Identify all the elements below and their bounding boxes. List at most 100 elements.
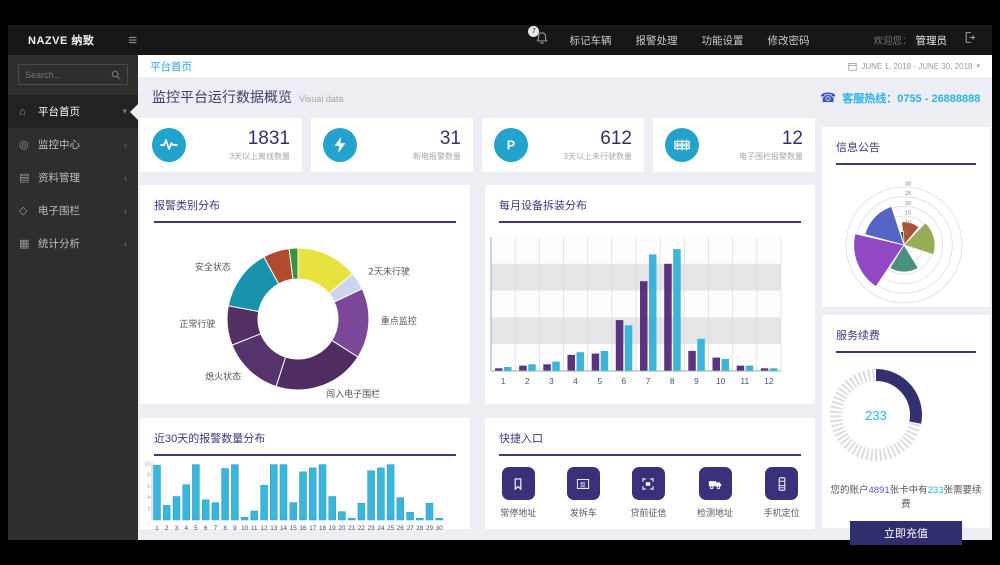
quick-entry-stop-address[interactable]: 常停地址 [500,467,536,519]
stat-card-row: 1831 3天以上离线数量 31 断电报警数量 P 612 3天以上未行驶数量 [140,118,815,172]
title-rule [499,221,801,223]
svg-text:6: 6 [204,525,208,532]
monitor-icon: ◎ [19,139,29,151]
sidebar-item-home[interactable]: ⌂ 平台首页 ▾ [8,95,138,128]
renewal-card: 服务续费 233 您的账户4891张卡中有233张需要续费 立即充值 [822,315,990,545]
quick-entry-row: 常停地址 反 发拆车 贷前征信 [485,467,815,519]
top-bar: NAZVE 纳致 ≡ 7 标记车辆 报警处理 功能设置 修改密码 欢迎您： 管理… [8,25,992,55]
hamburger-menu-icon[interactable]: ≡ [128,31,138,49]
svg-text:27: 27 [407,525,415,532]
monthly-install-card: 每月设备拆装分布 1 2 3 4 5 6 7 8 9 10 11 12 [485,185,815,404]
section-title: 报警类别分布 [154,200,220,212]
date-range-label: JUNE 1, 2018 - JUNE 30, 2018 [861,61,973,71]
svg-text:11: 11 [251,525,258,532]
renewal-summary: 您的账户4891张卡中有233张需要续费 [830,485,982,510]
svg-text:4: 4 [147,495,150,501]
quick-entry-credit-check[interactable]: 贷前征信 [630,467,666,519]
title-rule [499,454,801,456]
days30-bar-chart: 2 4 6 8 10 1 2 3 4 5 6 7 8 9 10 11 12 13 14 15 16 17 18 19 20 21 2… [140,456,470,539]
days30-alarm-card: 近30天的报警数量分布 2 4 6 8 10 1 2 3 4 5 6 7 8 9 10 11 12 13 14 15 1… [140,418,470,532]
chevron-down-icon: ▾ [976,63,980,70]
stat-card-power-alarm: 31 断电报警数量 [311,118,473,172]
app-logo: NAZVE 纳致 [28,35,95,47]
svg-text:4: 4 [573,376,578,386]
home-icon: ⌂ [19,105,26,118]
fan-icon: 反 [566,467,600,500]
logout-icon [965,32,976,43]
stat-label: 3天以上未行驶数量 [563,152,632,161]
search-input[interactable] [25,69,111,80]
svg-text:12: 12 [261,525,269,532]
date-range-picker[interactable]: JUNE 1, 2018 - JUNE 30, 2018 ▾ [848,62,980,71]
breadcrumb-bar: 平台首页 JUNE 1, 2018 - JUNE 30, 2018 ▾ [138,55,992,77]
svg-text:10: 10 [241,525,249,532]
section-title: 每月设备拆装分布 [499,200,587,212]
section-title: 信息公告 [836,142,880,154]
search-icon [111,70,121,80]
svg-text:19: 19 [329,525,337,532]
recharge-button[interactable]: 立即充值 [850,521,962,545]
active-item-notch [130,103,138,120]
sidebar-search[interactable] [18,64,128,85]
title-rule [836,163,976,165]
svg-text:13: 13 [270,525,278,532]
svg-text:25: 25 [387,525,395,532]
svg-text:5: 5 [597,376,602,386]
welcome-label: 欢迎您： [873,36,912,47]
svg-text:9: 9 [694,376,699,386]
svg-text:闯入电子围栏: 闯入电子围栏 [326,388,380,400]
nav-function-settings[interactable]: 功能设置 [701,34,744,47]
section-title: 服务续费 [836,330,880,342]
svg-text:1: 1 [501,376,506,386]
nav-mark-vehicle[interactable]: 标记车辆 [569,34,612,47]
svg-text:15: 15 [905,211,911,217]
svg-text:23: 23 [368,525,376,532]
svg-text:17: 17 [309,525,317,532]
service-hotline: ☎ 客服热线：0755 - 26888888 [820,90,992,106]
bell-icon [536,31,549,44]
sidebar-item-monitor-center[interactable]: ◎ 监控中心 ‹ [19,139,127,151]
card-total: 4891 [868,485,890,496]
svg-text:29: 29 [426,525,434,532]
quick-entry-dispatch[interactable]: 反 发拆车 [566,467,600,519]
svg-text:18: 18 [319,525,327,532]
section-title: 快捷入口 [499,433,543,445]
notifications-button[interactable]: 7 [528,25,549,50]
svg-text:6: 6 [622,376,627,386]
svg-text:28: 28 [416,525,424,532]
svg-text:8: 8 [670,376,675,386]
svg-text:5: 5 [905,230,908,236]
alarm-category-donut-chart: 2天未行驶 重点监控 闯入电子围栏 熄火状态 正常行驶 安全状态 [140,223,470,409]
quick-entry-mobile-locate[interactable]: 手机定位 [764,467,800,519]
svg-text:安全状态: 安全状态 [195,261,231,273]
nav-alarm-handling[interactable]: 报警处理 [635,34,678,47]
svg-text:7: 7 [646,376,651,386]
sidebar-item-data-management[interactable]: ▤ 资料管理 ‹ [19,172,127,184]
stat-label: 电子围栏报警数量 [739,152,803,161]
sidebar-item-statistics[interactable]: ▦ 统计分析 ‹ [19,238,127,250]
chevron-right-icon: ‹ [124,238,127,249]
sidebar-item-electronic-fence[interactable]: ◇ 电子围栏 ‹ [19,205,127,217]
svg-text:3: 3 [549,376,554,386]
chevron-right-icon: ‹ [124,139,127,150]
svg-text:2: 2 [165,525,169,532]
quick-entry-check-address[interactable]: 检测地址 [697,467,733,519]
svg-text:21: 21 [348,525,356,532]
chevron-right-icon: ‹ [124,172,127,183]
svg-text:正常行驶: 正常行驶 [179,318,215,330]
page-title: 监控平台运行数据概览 [152,89,292,105]
page-header: 监控平台运行数据概览 Visual data [152,87,343,107]
nav-change-password[interactable]: 修改密码 [767,34,810,47]
notice-card: 信息公告 5 10 15 20 25 30 [822,127,990,307]
svg-text:2: 2 [525,376,530,386]
documents-icon: ▤ [19,172,30,184]
breadcrumb[interactable]: 平台首页 [150,60,192,73]
username[interactable]: 管理员 [915,34,948,47]
svg-text:8: 8 [223,525,227,532]
svg-text:2: 2 [147,506,150,512]
logout-button[interactable] [963,31,976,49]
svg-text:10: 10 [905,220,911,226]
calendar-icon [848,62,857,71]
sidebar: ⌂ 平台首页 ▾ ◎ 监控中心 ‹ ▤ 资料管理 ‹ ◇ 电子围栏 ‹ ▦ 统计… [8,55,138,540]
title-rule [154,221,456,223]
